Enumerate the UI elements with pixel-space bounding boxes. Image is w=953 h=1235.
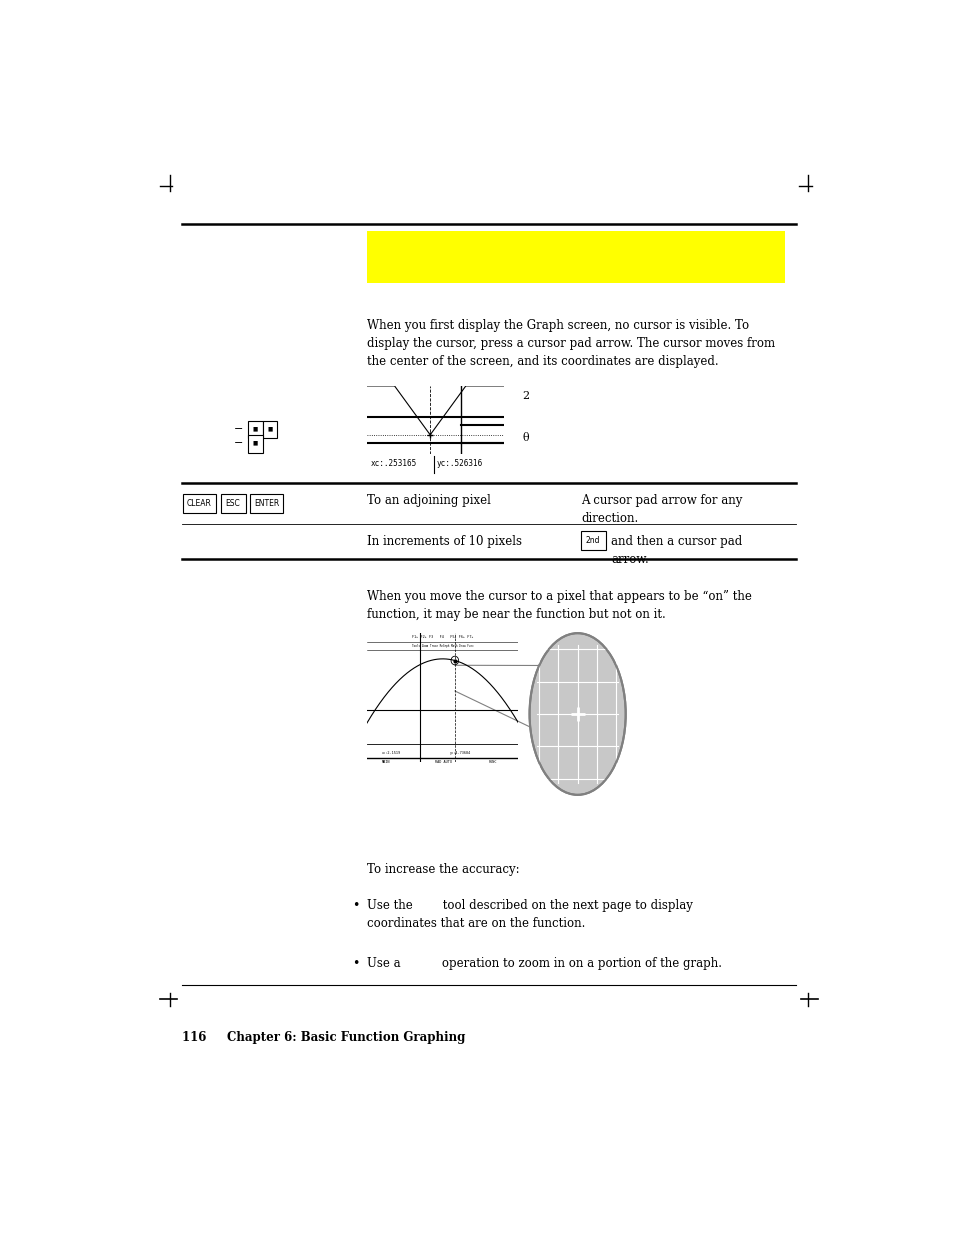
Text: 116     Chapter 6: Basic Function Graphing: 116 Chapter 6: Basic Function Graphing xyxy=(182,1031,465,1044)
Text: ■: ■ xyxy=(253,426,257,431)
Text: θ: θ xyxy=(521,433,528,443)
Text: •: • xyxy=(352,899,359,913)
Bar xyxy=(367,231,783,283)
FancyBboxPatch shape xyxy=(183,494,216,513)
Text: 2nd: 2nd xyxy=(585,536,599,546)
Text: Use the        tool described on the next page to display
coordinates that are o: Use the tool described on the next page … xyxy=(367,899,692,930)
Text: −: − xyxy=(233,424,243,433)
Text: •: • xyxy=(352,957,359,969)
Text: In increments of 10 pixels: In increments of 10 pixels xyxy=(367,535,521,548)
Text: xc:.253165: xc:.253165 xyxy=(370,459,416,468)
Text: yc:.526316: yc:.526316 xyxy=(436,459,482,468)
Text: To increase the accuracy:: To increase the accuracy: xyxy=(367,863,519,877)
Ellipse shape xyxy=(529,634,625,795)
Text: Use a           operation to zoom in on a portion of the graph.: Use a operation to zoom in on a portion … xyxy=(367,957,721,969)
Text: To an adjoining pixel: To an adjoining pixel xyxy=(367,494,490,508)
Text: CLEAR: CLEAR xyxy=(187,499,212,508)
FancyBboxPatch shape xyxy=(262,421,277,438)
Text: and then a cursor pad
arrow.: and then a cursor pad arrow. xyxy=(610,535,741,566)
Text: ESC: ESC xyxy=(226,499,240,508)
FancyBboxPatch shape xyxy=(248,421,262,438)
FancyBboxPatch shape xyxy=(250,494,283,513)
Text: 2: 2 xyxy=(521,390,529,400)
Text: When you move the cursor to a pixel that appears to be “on” the
function, it may: When you move the cursor to a pixel that… xyxy=(367,590,751,621)
Text: ■: ■ xyxy=(253,441,257,446)
Text: ENTER: ENTER xyxy=(253,499,279,508)
Text: ■: ■ xyxy=(267,426,273,431)
FancyBboxPatch shape xyxy=(220,494,246,513)
Text: −: − xyxy=(233,438,243,448)
Text: When you first display the Graph screen, no cursor is visible. To
display the cu: When you first display the Graph screen,… xyxy=(367,320,774,368)
FancyBboxPatch shape xyxy=(248,436,262,452)
FancyBboxPatch shape xyxy=(580,531,605,551)
Text: A cursor pad arrow for any
direction.: A cursor pad arrow for any direction. xyxy=(580,494,742,525)
